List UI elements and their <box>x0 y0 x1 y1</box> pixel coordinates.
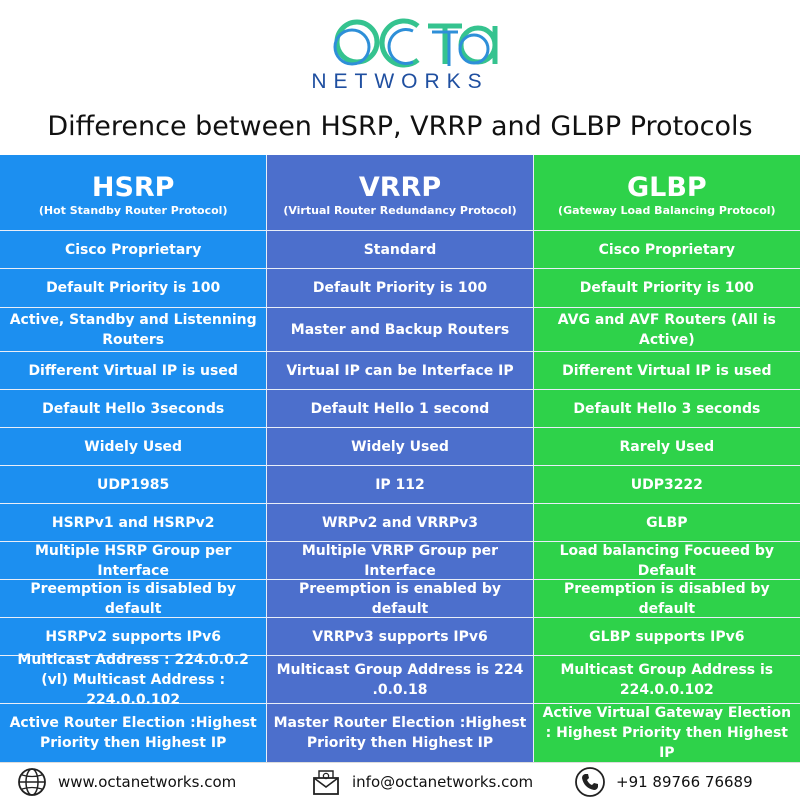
email-icon <box>313 770 339 795</box>
table-cell: IP 112 <box>267 466 533 504</box>
table-cell: Default Hello 1 second <box>267 390 533 428</box>
table-cell: Multicast Address : 224.0.0.2 (vl) Multi… <box>0 652 267 708</box>
protocol-name: GLBP <box>626 172 707 203</box>
column-glbp: GLBP (Gateway Load Balancing Protocol) C… <box>533 155 800 762</box>
table-cell: Virtual IP can be Interface IP <box>267 352 533 390</box>
protocol-name: VRRP <box>358 172 442 203</box>
protocol-full-name: (Hot Standby Router Protocol) <box>38 204 228 217</box>
column-hsrp: HSRP (Hot Standby Router Protocol) Cisco… <box>0 155 267 762</box>
table-cell: Master Router Election :Highest Priority… <box>273 714 527 751</box>
table-cell: GLBP <box>533 504 800 542</box>
header-cell-vrrp: VRRP (Virtual Router Redundancy Protocol… <box>267 155 533 231</box>
table-cell: Preemption is disabled by default <box>0 580 267 618</box>
table-cell: Default Priority is 100 <box>267 269 533 308</box>
table-cell: Active, Standby and Listenning Routers <box>0 308 267 352</box>
protocol-full-name: (Gateway Load Balancing Protocol) <box>558 204 776 217</box>
table-cell: WRPv2 and VRRPv3 <box>267 504 533 542</box>
table-cell: GLBP supports IPv6 <box>533 618 800 656</box>
table-cell: Preemption is disabled by default <box>533 580 800 618</box>
table-cell: Multiple VRRP Group per Interface <box>267 542 533 580</box>
table-cell: Cisco Proprietary <box>0 231 267 269</box>
table-cell: Rarely Used <box>533 428 800 466</box>
table-cell: Load balancing Focueed by Default <box>533 542 800 580</box>
table-cell: Different Virtual IP is used <box>533 352 800 390</box>
website-link[interactable]: www.octanetworks.com <box>58 773 237 791</box>
footer-email[interactable]: info@octanetworks.com <box>310 763 533 801</box>
table-cell: Default Priority is 100 <box>0 269 267 308</box>
email-link[interactable]: info@octanetworks.com <box>352 773 534 791</box>
table-cell: UDP3222 <box>533 466 800 504</box>
table-cell: Widely Used <box>267 428 533 466</box>
footer-phone[interactable]: +91 89766 76689 <box>574 763 753 801</box>
table-cell: Cisco Proprietary <box>533 231 800 269</box>
protocol-name: HSRP <box>91 172 175 203</box>
table-cell: Active Virtual Gateway Election : Highes… <box>542 704 792 761</box>
table-cell: Widely Used <box>0 428 267 466</box>
table-cell: Master and Backup Routers <box>267 308 533 352</box>
table-cell: VRRPv3 supports IPv6 <box>267 618 533 656</box>
phone-icon <box>575 767 605 797</box>
footer-website[interactable]: www.octanetworks.com <box>16 763 236 801</box>
table-cell: Standard <box>267 231 533 269</box>
footer: www.octanetworks.com info@octanetworks.c… <box>0 762 800 801</box>
table-cell: Different Virtual IP is used <box>0 352 267 390</box>
table-cell: Default Priority is 100 <box>533 269 800 308</box>
octa-logo <box>333 18 498 68</box>
table-cell: AVG and AVF Routers (All is Active) <box>533 308 800 352</box>
table-cell: Active Router Election :Highest Priority… <box>9 714 257 751</box>
table-cell: UDP1985 <box>0 466 267 504</box>
table-cell: Preemption is enabled by default <box>267 580 533 618</box>
page-title: Difference between HSRP, VRRP and GLBP P… <box>47 111 753 142</box>
comparison-table: HSRP (Hot Standby Router Protocol) Cisco… <box>0 155 800 762</box>
phone-number[interactable]: +91 89766 76689 <box>616 773 753 791</box>
header-cell-glbp: GLBP (Gateway Load Balancing Protocol) <box>533 155 800 231</box>
header-cell-hsrp: HSRP (Hot Standby Router Protocol) <box>0 155 267 231</box>
table-cell: Multicast Group Address is 224 .0.0.18 <box>267 656 533 704</box>
header: NETWORKS Difference between HSRP, VRRP a… <box>0 0 800 155</box>
table-cell: Multicast Group Address is 224.0.0.102 <box>533 656 800 704</box>
protocol-full-name: (Virtual Router Redundancy Protocol) <box>283 204 517 217</box>
table-cell: Multiple HSRP Group per Interface <box>0 542 267 580</box>
logo-wordmark: NETWORKS <box>311 70 489 93</box>
table-cell: HSRPv2 supports IPv6 <box>0 618 267 656</box>
table-cell: Default Hello 3 seconds <box>533 390 800 428</box>
globe-icon <box>18 768 46 796</box>
table-cell: HSRPv1 and HSRPv2 <box>0 504 267 542</box>
column-vrrp: VRRP (Virtual Router Redundancy Protocol… <box>266 155 534 762</box>
table-cell: Default Hello 3seconds <box>0 390 267 428</box>
